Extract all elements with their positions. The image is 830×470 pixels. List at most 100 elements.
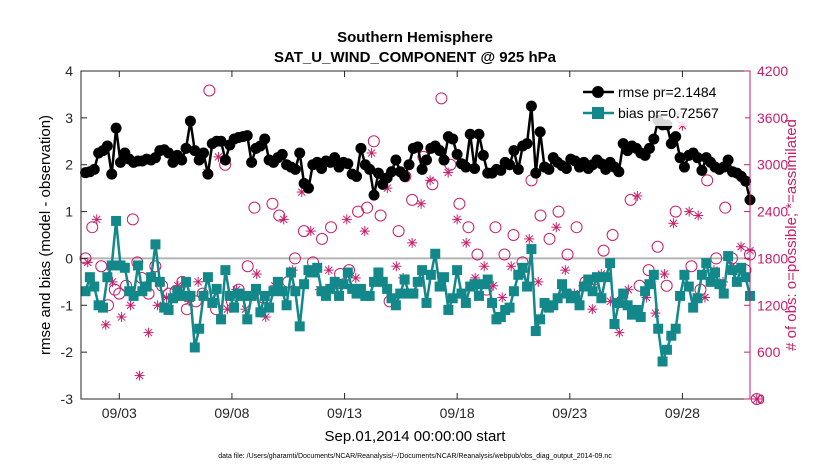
x-tick-label: 09/13 [327, 405, 362, 421]
obs-assimilated-point [134, 370, 145, 381]
rmse-point [504, 159, 516, 171]
obs-assimilated-point [359, 226, 370, 237]
legend: rmse pr=2.1484 bias pr=0.72567 [577, 80, 745, 126]
rmse-point [114, 156, 126, 168]
bias-point [701, 258, 712, 269]
bias-point [591, 272, 602, 283]
bias-point [648, 269, 659, 280]
rmse-point [534, 126, 546, 138]
bias-point [526, 244, 537, 255]
obs-assimilated-point [143, 327, 154, 338]
x-tick-label: 09/18 [440, 405, 475, 421]
rmse-point [477, 149, 489, 161]
rmse-point [674, 152, 686, 164]
y-left-tick-label: 0 [65, 250, 73, 266]
obs-possible-point [471, 248, 484, 261]
bias-point [736, 262, 747, 273]
rmse-point [464, 128, 476, 140]
obs-assimilated-point [452, 214, 463, 225]
obs-possible-point [392, 225, 405, 238]
rmse-point [447, 133, 459, 145]
bias-point [146, 272, 157, 283]
bias-point [194, 323, 205, 334]
y-axis-label-right: # of obs: o=possible; *=assimilated [783, 119, 800, 351]
bias-point [640, 286, 651, 297]
bias-point [408, 288, 419, 299]
obs-assimilated-point [407, 237, 418, 248]
y-right-tick-label: 1200 [757, 297, 788, 313]
bias-point [596, 293, 607, 304]
bias-point [508, 286, 519, 297]
y-left-tick-label: 4 [65, 63, 73, 79]
bias-point [185, 290, 196, 301]
obs-possible-point [552, 205, 565, 218]
bias-point [583, 274, 594, 285]
bias-point [294, 321, 305, 332]
bias-point [290, 286, 301, 297]
bias-point [272, 276, 283, 287]
y-right-tick-label: 2400 [757, 204, 788, 220]
bias-point [167, 293, 178, 304]
bias-point [181, 276, 192, 287]
bias-point [355, 283, 366, 294]
obs-possible-point [534, 209, 547, 222]
bias-point [342, 267, 353, 278]
y-left-tick-label: -2 [61, 344, 74, 360]
rmse-point [525, 100, 537, 112]
rmse-point [189, 145, 201, 157]
obs-assimilated-point [416, 198, 427, 209]
bias-point [688, 302, 699, 313]
bias-point [329, 276, 340, 287]
bias-point [229, 302, 240, 313]
bias-point [299, 279, 310, 290]
rmse-point [530, 167, 542, 179]
bias-point [740, 272, 751, 283]
obs-assimilated-point [443, 167, 454, 178]
rmse-point [215, 135, 227, 147]
bias-point [535, 314, 546, 325]
obs-possible-point [660, 279, 673, 292]
bias-point [666, 330, 677, 341]
bias-point [382, 283, 393, 294]
rmse-point [451, 148, 463, 160]
bias-point [224, 290, 235, 301]
rmse-point [543, 163, 555, 175]
rmse-point [276, 148, 288, 160]
bias-point [570, 290, 581, 301]
bias-point [198, 290, 209, 301]
legend-rmse-label: rmse pr=2.1484 [618, 84, 717, 100]
bias-point [106, 260, 117, 271]
bias-point [447, 293, 458, 304]
obs-possible-point [685, 260, 698, 273]
obs-possible-point [507, 229, 520, 241]
obs-assimilated-point [506, 261, 517, 272]
rmse-point [460, 161, 472, 173]
obs-possible-point [435, 92, 448, 105]
y-axis-label-left: rmse and bias (model - observation) [37, 115, 54, 355]
obs-possible-point [325, 221, 338, 234]
rmse-point [434, 145, 446, 157]
obs-possible-point [561, 248, 574, 261]
rmse-point [241, 130, 253, 142]
obs-possible-point [719, 201, 732, 214]
bias-point [714, 279, 725, 290]
obs-possible-point [374, 209, 387, 222]
obs-assimilated-point [735, 241, 746, 252]
bias-point [504, 302, 515, 313]
bias-point [89, 281, 100, 292]
bias-point [438, 272, 449, 283]
legend-rmse-marker [592, 86, 604, 98]
bias-point [600, 272, 611, 283]
bias-point [723, 251, 734, 262]
rmse-point [180, 142, 192, 154]
obs-possible-point [367, 135, 380, 148]
bias-point [163, 304, 174, 315]
obs-possible-point [597, 244, 610, 257]
bias-point [102, 272, 113, 283]
bias-point [211, 283, 222, 294]
bias-point [487, 297, 498, 308]
bias-point [111, 215, 122, 226]
bias-point [718, 288, 729, 299]
y-right-tick-label: 4200 [757, 63, 788, 79]
